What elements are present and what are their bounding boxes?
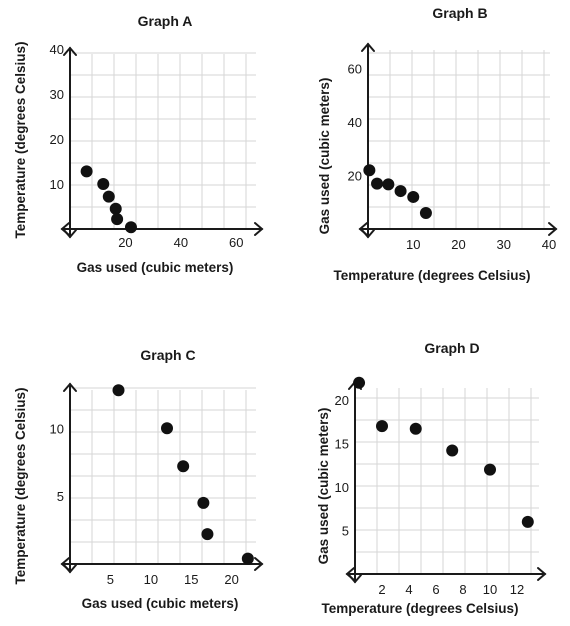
- data-point: [407, 190, 420, 203]
- x-axis-label: Gas used (cubic meters): [82, 596, 239, 611]
- graph-b-chart: 10 20 30 40 20 40 60 Graph B Temperature (degree…: [317, 5, 558, 283]
- gridlines: [368, 50, 550, 229]
- x-tick-label: 20: [118, 235, 132, 250]
- x-tick-label: 4: [405, 582, 412, 597]
- gridlines: [70, 387, 256, 564]
- data-point: [241, 552, 254, 565]
- data-point: [376, 420, 388, 433]
- data-point: [177, 460, 190, 473]
- x-axis-arrow: [345, 567, 355, 581]
- x-axis-arrow: [537, 567, 547, 581]
- data-point: [124, 221, 137, 234]
- x-axis-label: Temperature (degrees Celsius): [333, 268, 530, 283]
- y-axis-arrow: [63, 382, 77, 392]
- y-tick-label: 40: [348, 115, 362, 130]
- graph-a-chart: 20 40 60 10 20 30 40 Graph A Gas used (cubic met…: [13, 13, 264, 275]
- y-axis-arrow: [361, 42, 375, 52]
- data-point: [97, 178, 110, 190]
- data-point: [363, 164, 376, 177]
- x-axis-arrow: [358, 222, 368, 236]
- y-tick-label: 20: [348, 169, 362, 184]
- x-axis-arrow: [548, 222, 558, 236]
- x-tick-label: 10: [483, 582, 497, 597]
- y-axis-label: Temperature (degrees Celsius): [13, 387, 28, 584]
- data-point: [446, 444, 459, 457]
- chart-title: Graph D: [424, 340, 479, 356]
- data-point: [201, 528, 214, 541]
- x-tick-label: 5: [107, 572, 114, 587]
- y-tick-label: 5: [342, 524, 349, 539]
- data-point: [371, 177, 384, 190]
- y-axis-label: Gas used (cubic meters): [316, 408, 331, 565]
- data-point: [112, 384, 125, 397]
- data-point: [80, 165, 93, 178]
- data-point: [102, 190, 115, 203]
- y-tick-label: 10: [50, 421, 64, 436]
- x-tick-label: 12: [510, 582, 524, 597]
- data-point: [521, 515, 534, 528]
- y-tick-label: 20: [335, 393, 349, 408]
- gridlines: [70, 52, 256, 229]
- data-point: [161, 422, 173, 435]
- data-point: [484, 463, 496, 476]
- chart-title: Graph B: [432, 5, 487, 21]
- x-tick-label: 30: [497, 237, 511, 252]
- x-axis-arrow: [254, 557, 264, 571]
- x-tick-label: 40: [174, 235, 188, 250]
- data-point: [197, 496, 210, 509]
- data-point: [419, 206, 432, 219]
- y-tick-label: 20: [50, 132, 64, 147]
- x-axis-arrow: [60, 222, 70, 236]
- graph-c-chart: 5 10 15 20 5 10 Graph C Gas used (cubic meters)…: [13, 347, 264, 611]
- x-tick-label: 10: [406, 237, 420, 252]
- y-tick-label: 10: [50, 177, 64, 192]
- x-axis-arrow: [254, 222, 264, 236]
- graph-d-chart: 2 4 6 8 10 12 5 10 15 20 Graph D Temperature (degre…: [316, 340, 547, 616]
- x-axis-arrow: [60, 557, 70, 571]
- x-tick-label: 20: [451, 237, 465, 252]
- y-tick-label: 30: [50, 87, 64, 102]
- chart-title: Graph A: [138, 13, 193, 29]
- data-point: [353, 376, 366, 389]
- y-tick-label: 5: [57, 489, 64, 504]
- x-tick-label: 15: [184, 572, 198, 587]
- x-tick-label: 20: [224, 572, 238, 587]
- x-axis-label: Temperature (degrees Celsius): [321, 601, 518, 616]
- data-point: [409, 422, 422, 435]
- x-tick-label: 2: [378, 582, 385, 597]
- data-point: [394, 185, 407, 198]
- data-point: [109, 202, 122, 215]
- y-tick-label: 60: [348, 62, 362, 77]
- y-tick-label: 10: [335, 480, 349, 495]
- y-axis-arrow: [63, 46, 77, 56]
- gridlines: [355, 388, 539, 574]
- data-point: [111, 213, 124, 226]
- x-axis-label: Gas used (cubic meters): [77, 260, 234, 275]
- x-tick-label: 6: [432, 582, 439, 597]
- x-tick-label: 60: [229, 235, 243, 250]
- y-tick-label: 15: [335, 437, 349, 452]
- y-axis-label: Temperature (degrees Celsius): [13, 41, 28, 238]
- y-tick-label: 40: [50, 42, 64, 57]
- y-axis-label: Gas used (cubic meters): [317, 78, 332, 235]
- chart-title: Graph C: [140, 347, 195, 363]
- x-tick-label: 40: [542, 237, 556, 252]
- x-tick-label: 8: [459, 582, 466, 597]
- x-tick-label: 10: [144, 572, 158, 587]
- data-point: [382, 178, 395, 191]
